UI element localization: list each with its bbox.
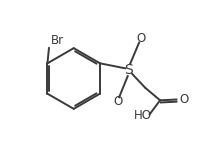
Text: O: O bbox=[136, 32, 145, 45]
Text: Br: Br bbox=[51, 34, 64, 47]
Text: HO: HO bbox=[134, 109, 152, 122]
Text: O: O bbox=[113, 95, 122, 108]
Text: S: S bbox=[125, 63, 133, 77]
Text: O: O bbox=[179, 93, 189, 106]
